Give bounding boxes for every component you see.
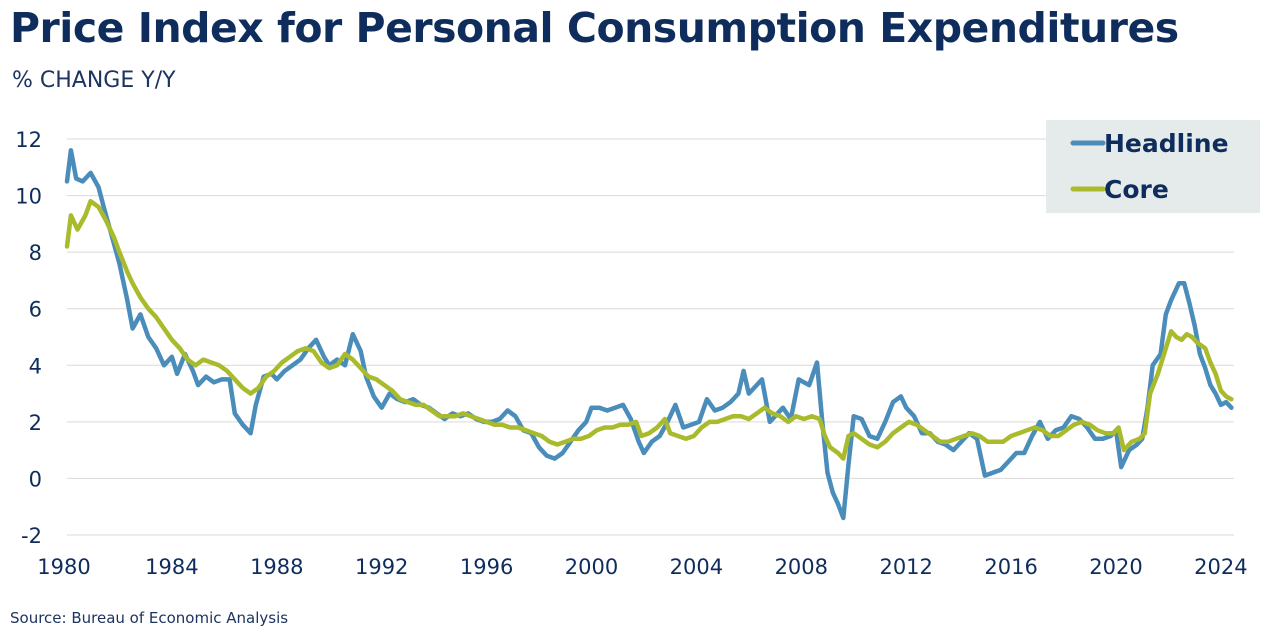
chart-subtitle: % CHANGE Y/Y (12, 68, 176, 93)
legend-label-core: Core (1104, 175, 1169, 204)
x-axis-ticks: 1980 1984 1988 1992 1996 2000 2004 2008 2012 2016… (37, 555, 1247, 579)
x-tick-label: 2016 (984, 555, 1037, 579)
y-tick-label: -2 (21, 524, 42, 548)
source-note: Source: Bureau of Economic Analysis (10, 609, 289, 627)
x-tick-label: 2024 (1194, 555, 1247, 579)
y-tick-label: 10 (15, 185, 42, 209)
y-tick-label: 8 (29, 241, 42, 265)
y-axis-ticks: -2 0 2 4 6 8 10 12 (15, 128, 42, 548)
x-tick-label: 2012 (879, 555, 932, 579)
x-tick-label: 2000 (565, 555, 618, 579)
legend-background (1046, 120, 1260, 213)
x-tick-label: 1980 (37, 555, 90, 579)
grid-lines (67, 138, 1234, 536)
series-line-core (64, 198, 1234, 461)
y-tick-label: 6 (29, 298, 42, 322)
x-tick-label: 2004 (670, 555, 723, 579)
series-lines (64, 148, 1234, 521)
y-tick-label: 2 (29, 411, 42, 435)
y-tick-label: 4 (29, 354, 42, 378)
x-tick-label: 1988 (250, 555, 303, 579)
series-line-headline (64, 148, 1234, 521)
chart-title: Price Index for Personal Consumption Exp… (10, 4, 1179, 52)
legend: Headline Core (1046, 120, 1260, 213)
y-tick-label: 0 (29, 467, 42, 491)
x-tick-label: 1984 (145, 555, 198, 579)
x-tick-label: 2008 (775, 555, 828, 579)
x-tick-label: 1992 (355, 555, 408, 579)
legend-label-headline: Headline (1104, 129, 1229, 158)
y-tick-label: 12 (15, 128, 42, 152)
x-tick-label: 2020 (1089, 555, 1142, 579)
x-tick-label: 1996 (460, 555, 513, 579)
